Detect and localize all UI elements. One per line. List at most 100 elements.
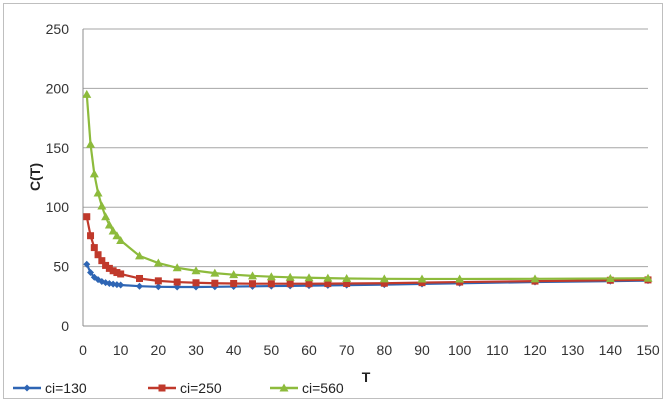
data-point-2-3: [93, 188, 103, 197]
data-point-2-24: [455, 274, 465, 283]
data-point-1-21: [343, 279, 351, 287]
y-tick-label-4: 200: [46, 80, 70, 96]
data-point-2-5: [101, 212, 111, 221]
x-tick-label-14: 140: [599, 342, 623, 358]
data-point-1-14: [211, 279, 219, 287]
data-point-0-1: [87, 269, 95, 277]
data-point-1-0: [83, 213, 91, 221]
x-tick-label-15: 150: [636, 342, 660, 358]
data-point-1-23: [418, 279, 426, 287]
x-tick-label-1: 10: [113, 342, 129, 358]
data-point-2-25: [530, 274, 540, 283]
data-point-2-13: [191, 266, 201, 275]
data-point-2-4: [97, 201, 107, 210]
data-point-0-9: [117, 281, 125, 289]
x-tick-labels: 0 10 20 30 40 50 60 70 80 90 100 110 120 130 140 150: [79, 342, 660, 358]
y-tick-labels: 0 50 100 150 200 250: [46, 21, 70, 334]
data-point-1-3: [94, 251, 102, 259]
data-point-0-0: [83, 260, 91, 268]
y-tick-label-5: 250: [46, 21, 70, 37]
data-point-2-19: [304, 273, 314, 282]
data-point-2-20: [323, 273, 333, 282]
axes: [82, 29, 648, 327]
data-point-2-1: [86, 139, 96, 148]
legend-item-2: ci=560: [270, 380, 344, 396]
x-tick-label-10: 100: [448, 342, 472, 358]
y-tick-label-2: 100: [46, 199, 70, 215]
legend: ci=130 ci=250 ci=560: [13, 380, 344, 396]
x-tick-label-6: 60: [301, 342, 317, 358]
data-point-2-8: [112, 231, 122, 240]
legend-marker-2: [279, 383, 289, 392]
data-point-1-11: [154, 277, 162, 285]
x-tick-label-5: 50: [264, 342, 280, 358]
legend-item-1: ci=250: [148, 380, 222, 396]
data-point-1-9: [117, 270, 125, 278]
chart-frame: [3, 3, 663, 399]
data-point-0-10: [136, 282, 143, 290]
x-tick-label-2: 20: [151, 342, 167, 358]
series-line-2: [85, 94, 649, 281]
data-point-2-16: [248, 271, 257, 280]
legend-marker-0: [23, 384, 31, 392]
legend-label-0: ci=130: [45, 380, 87, 396]
data-point-2-21: [342, 273, 352, 282]
data-point-2-11: [153, 258, 163, 267]
data-point-2-17: [266, 272, 276, 281]
data-point-1-20: [324, 280, 332, 288]
data-point-2-12: [172, 263, 182, 272]
x-tick-label-9: 90: [414, 342, 430, 358]
grid-lines: [83, 28, 648, 268]
data-point-2-18: [285, 272, 295, 281]
y-tick-label-1: 50: [53, 259, 69, 275]
data-point-1-16: [249, 280, 256, 288]
legend-label-1: ci=250: [180, 380, 222, 396]
data-point-2-10: [135, 251, 144, 260]
data-point-2-27: [643, 273, 653, 282]
x-axis-title: T: [362, 369, 371, 385]
data-point-1-8: [113, 269, 121, 277]
data-point-1-5: [102, 261, 110, 269]
data-point-1-18: [286, 280, 294, 288]
legend-label-2: ci=560: [302, 380, 344, 396]
y-axis-title: C(T): [27, 163, 43, 191]
x-tick-label-4: 40: [226, 342, 242, 358]
data-point-2-26: [605, 273, 615, 282]
data-point-2-15: [229, 270, 239, 279]
x-tick-label-13: 130: [561, 342, 585, 358]
x-tick-label-0: 0: [79, 342, 87, 358]
x-tick-label-7: 70: [339, 342, 355, 358]
data-point-1-15: [230, 279, 238, 287]
data-point-2-14: [210, 268, 220, 277]
data-point-0-11: [154, 283, 162, 291]
data-point-2-9: [116, 235, 126, 244]
x-tick-label-11: 110: [486, 342, 509, 358]
data-point-1-1: [87, 232, 95, 240]
data-point-1-17: [267, 280, 275, 288]
x-tick-label-12: 120: [523, 342, 547, 358]
data-point-1-10: [136, 274, 143, 282]
data-point-1-6: [105, 264, 113, 272]
data-point-1-13: [192, 279, 200, 287]
data-point-2-6: [104, 220, 114, 229]
legend-marker-1: [158, 384, 166, 392]
y-tick-label-3: 150: [46, 140, 70, 156]
x-tick-label-8: 80: [377, 342, 393, 358]
data-point-2-23: [417, 274, 427, 283]
data-point-1-7: [109, 267, 117, 275]
data-point-2-0: [82, 89, 92, 98]
data-point-2-2: [89, 169, 99, 178]
data-point-2-22: [379, 274, 389, 283]
series-lines: [82, 89, 653, 291]
legend-item-0: ci=130: [13, 380, 87, 396]
series-ci=560: [82, 89, 653, 283]
data-point-1-4: [98, 257, 106, 265]
data-point-1-12: [173, 278, 181, 286]
data-point-1-19: [305, 280, 313, 288]
series-line-1: [85, 216, 649, 285]
y-tick-label-0: 0: [61, 318, 69, 334]
data-point-2-7: [108, 226, 118, 235]
series-ci=250: [83, 213, 652, 288]
x-tick-label-3: 30: [188, 342, 204, 358]
